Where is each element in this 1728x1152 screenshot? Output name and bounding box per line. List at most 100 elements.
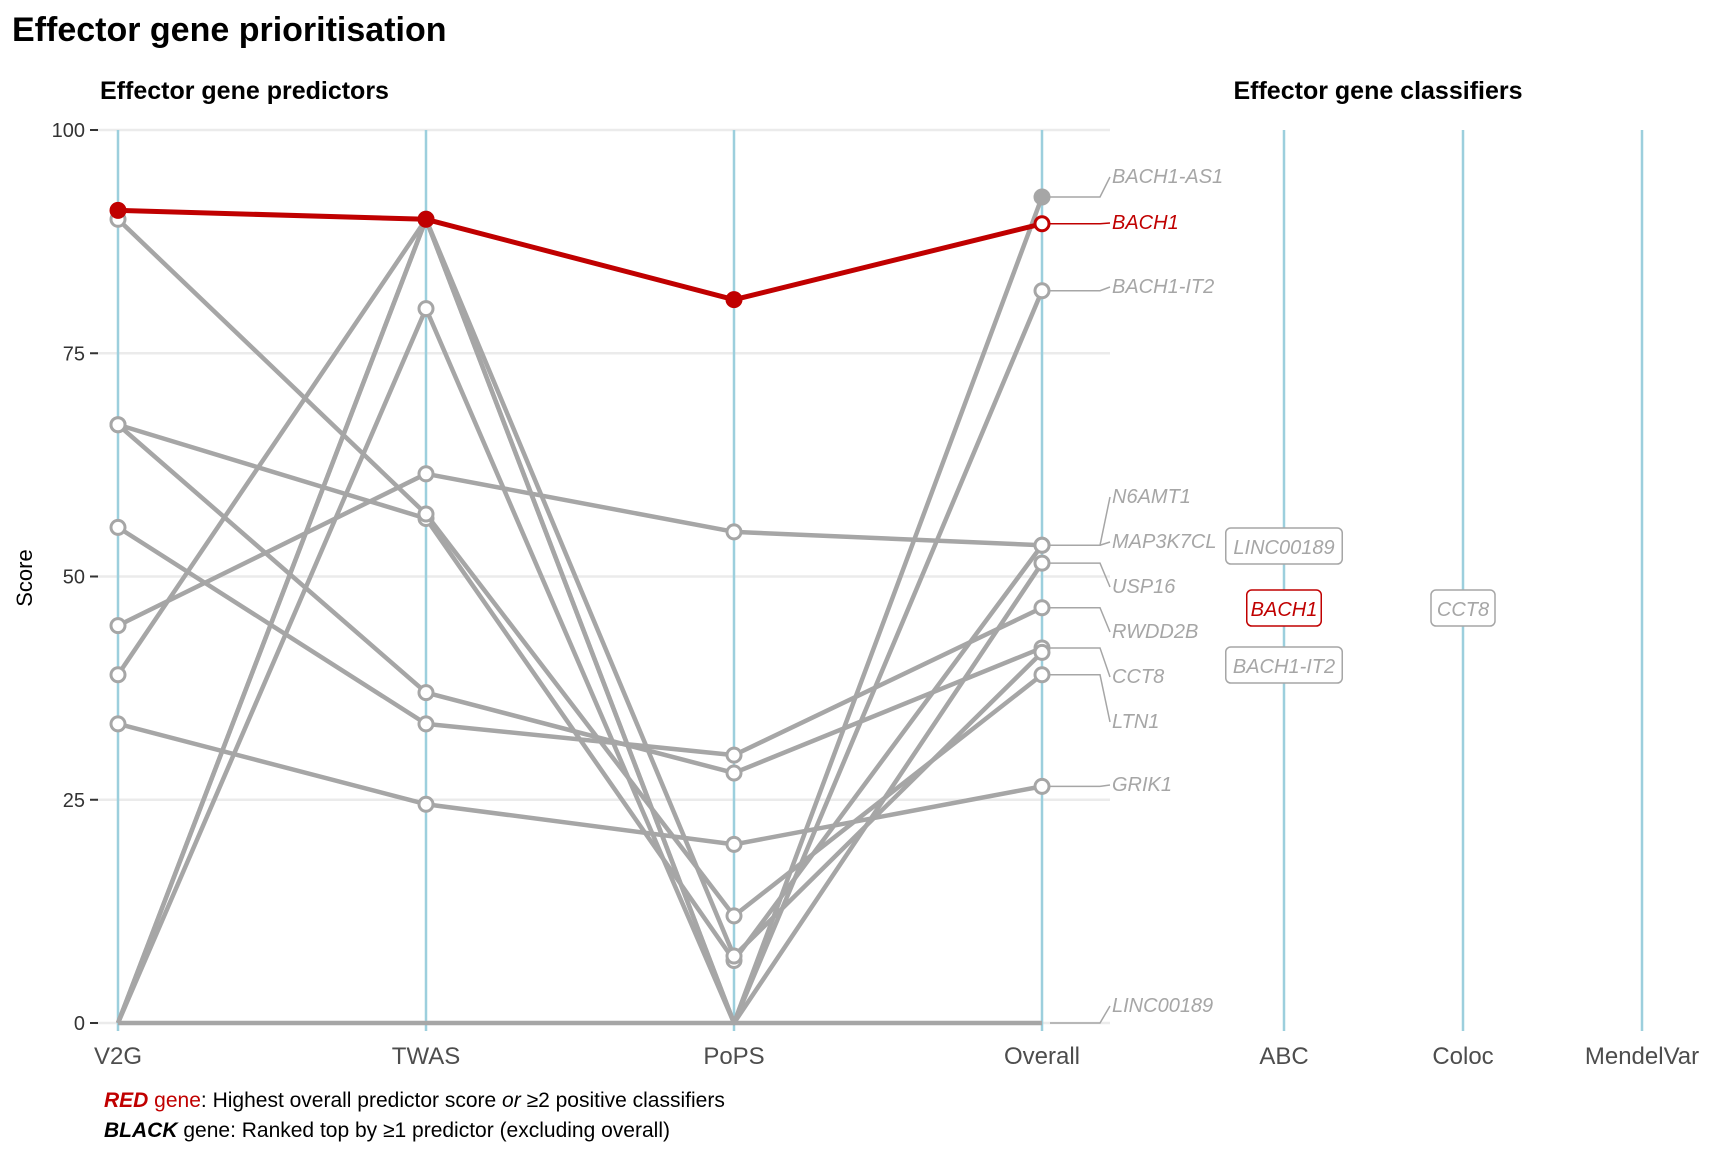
series-point-grik1-twas xyxy=(417,795,435,813)
series-point-cct8-pops xyxy=(725,764,743,782)
series-line-series-10 xyxy=(115,217,1044,1024)
series-point-bach1-v2g xyxy=(109,201,127,219)
series-point-usp16-overall xyxy=(1033,554,1051,572)
gene-label-connector-ltn1 xyxy=(1050,673,1111,723)
x-axis-label-coloc: Coloc xyxy=(1432,1043,1493,1070)
series-point-ltn1-overall xyxy=(1033,666,1051,684)
x-axis-label-mendelvar: MendelVar xyxy=(1585,1043,1699,1070)
y-tick-label-0: 0 xyxy=(74,1013,85,1035)
legend-note-black: BLACK gene: Ranked top by ≥1 predictor (… xyxy=(104,1119,670,1142)
legend-red-emphasis: or xyxy=(502,1089,522,1112)
gene-label-bach1-it2: BACH1-IT2 xyxy=(1112,276,1214,298)
gene-label-connector-usp16 xyxy=(1050,562,1111,588)
chart-title: Effector gene prioritisation xyxy=(12,11,447,49)
series-point-series-10-pops xyxy=(725,947,743,965)
x-axis-label-pops: PoPS xyxy=(703,1043,764,1070)
legend-red-keyword: RED xyxy=(104,1089,148,1112)
series-line-bach1-it2 xyxy=(115,289,1045,1026)
y-tick-label-50: 50 xyxy=(63,567,85,589)
series-point-ltn1-pops xyxy=(725,907,743,925)
series-line-bach1 xyxy=(117,207,1043,303)
series-line-rwdd2b xyxy=(116,525,1043,758)
x-axis-label-abc: ABC xyxy=(1259,1043,1308,1070)
y-axis-label: Score xyxy=(12,549,37,606)
series-point-usp16-v2g xyxy=(109,666,127,684)
x-axis-labels: V2G TWAS PoPS Overall ABC Coloc MendelVar xyxy=(94,1043,1699,1070)
series-point-bach1-pops xyxy=(725,291,743,309)
classifier-label-abc-linc00189: LINC00189 xyxy=(1233,537,1334,559)
gene-label-ltn1: LTN1 xyxy=(1112,711,1159,733)
series-point-bach1-it2-twas xyxy=(417,300,435,318)
series-line-bach1-as1 xyxy=(115,196,1045,1026)
y-axis: 0 25 50 75 100 xyxy=(52,120,98,1035)
classifier-label-coloc-cct8: CCT8 xyxy=(1437,599,1489,621)
series-point-rwdd2b-v2g xyxy=(109,518,127,536)
series-point-cct8-v2g xyxy=(109,416,127,434)
legend-red-text: : Highest overall predictor score xyxy=(201,1089,502,1112)
classifier-box-abc-bach1 xyxy=(1246,589,1322,627)
series-point-bach1-overall xyxy=(1033,215,1051,233)
y-tick-label-75: 75 xyxy=(63,343,85,365)
gene-label-connector-n6amt1 xyxy=(1050,496,1111,546)
series-point-map3k7cl-twas xyxy=(417,465,435,483)
gene-labels: BACH1-AS1 BACH1 BACH1-IT2 N6AMT1 MAP3K7CL USP… xyxy=(1050,166,1223,1024)
series-point-map3k7cl-v2g xyxy=(109,617,127,635)
gene-label-bach1: BACH1 xyxy=(1112,212,1179,234)
x-axis-label-overall: Overall xyxy=(1004,1043,1080,1070)
y-tick-label-25: 25 xyxy=(63,790,85,812)
classifiers-panel-title: Effector gene classifiers xyxy=(1233,77,1522,105)
series-lines xyxy=(109,188,1051,1026)
legend-black-text: : Ranked top by ≥1 predictor (excluding … xyxy=(230,1119,670,1142)
gene-label-rwdd2b: RWDD2B xyxy=(1112,621,1198,643)
gene-label-connector-bach1-as1 xyxy=(1050,176,1111,198)
series-point-grik1-v2g xyxy=(109,715,127,733)
series-point-rwdd2b-pops xyxy=(725,746,743,764)
series-point-bach1-it2-overall xyxy=(1033,282,1051,300)
series-point-bach1-twas xyxy=(417,210,435,228)
series-point-map3k7cl-overall xyxy=(1033,536,1051,554)
series-point-rwdd2b-twas xyxy=(417,715,435,733)
gene-label-connector-cct8 xyxy=(1050,647,1111,678)
gene-label-connector-linc00189 xyxy=(1050,1005,1111,1024)
gene-label-connector-rwdd2b xyxy=(1050,607,1111,633)
series-point-grik1-pops xyxy=(725,835,743,853)
legend-black-keyword: BLACK xyxy=(104,1119,179,1142)
classifier-box-coloc-cct8 xyxy=(1430,589,1496,627)
gene-label-connector-bach1 xyxy=(1050,222,1111,225)
x-axis-label-v2g: V2G xyxy=(94,1043,142,1070)
gene-label-usp16: USP16 xyxy=(1112,576,1176,598)
legend-black-keyword-rest: gene xyxy=(178,1119,231,1142)
gene-label-bach1-as1: BACH1-AS1 xyxy=(1112,166,1223,188)
legend-red-keyword-rest: gene xyxy=(148,1089,201,1112)
legend-note-red: RED gene: Highest overall predictor scor… xyxy=(104,1089,725,1112)
series-line-ltn1 xyxy=(116,217,1044,919)
series-point-series-10-overall xyxy=(1033,643,1051,661)
x-axis-label-twas: TWAS xyxy=(392,1043,460,1070)
series-point-grik1-overall xyxy=(1033,777,1051,795)
gene-label-connector-grik1 xyxy=(1050,784,1111,788)
series-line-grik1 xyxy=(117,721,1043,847)
gene-label-linc00189: LINC00189 xyxy=(1112,995,1213,1017)
classifier-box-abc-bach1-it2 xyxy=(1225,646,1343,684)
axis-lines xyxy=(116,130,1644,1031)
gene-label-grik1: GRIK1 xyxy=(1112,774,1172,796)
classifier-label-abc-bach1: BACH1 xyxy=(1251,599,1318,621)
classifier-box-abc-linc00189 xyxy=(1225,527,1343,565)
gene-label-cct8: CCT8 xyxy=(1112,666,1164,688)
predictors-panel-title: Effector gene predictors xyxy=(100,77,389,105)
classifier-labels: LINC00189 BACH1 BACH1-IT2 CCT8 xyxy=(1225,527,1496,684)
gene-label-map3k7cl: MAP3K7CL xyxy=(1112,531,1217,553)
gene-label-connector-bach1-it2 xyxy=(1050,286,1111,292)
legend-red-text2: ≥2 positive classifiers xyxy=(521,1089,725,1112)
y-tick-label-100: 100 xyxy=(52,120,85,142)
series-point-map3k7cl-pops xyxy=(725,523,743,541)
series-point-bach1-as1-overall xyxy=(1033,188,1051,206)
series-line-map3k7cl xyxy=(117,471,1043,628)
gene-label-connector-map3k7cl xyxy=(1050,541,1111,546)
series-point-cct8-twas xyxy=(417,684,435,702)
series-point-rwdd2b-overall xyxy=(1033,599,1051,617)
series-line-cct8 xyxy=(116,422,1043,776)
series-point-ltn1-twas xyxy=(417,505,435,523)
classifier-label-abc-bach1-it2: BACH1-IT2 xyxy=(1233,656,1335,678)
